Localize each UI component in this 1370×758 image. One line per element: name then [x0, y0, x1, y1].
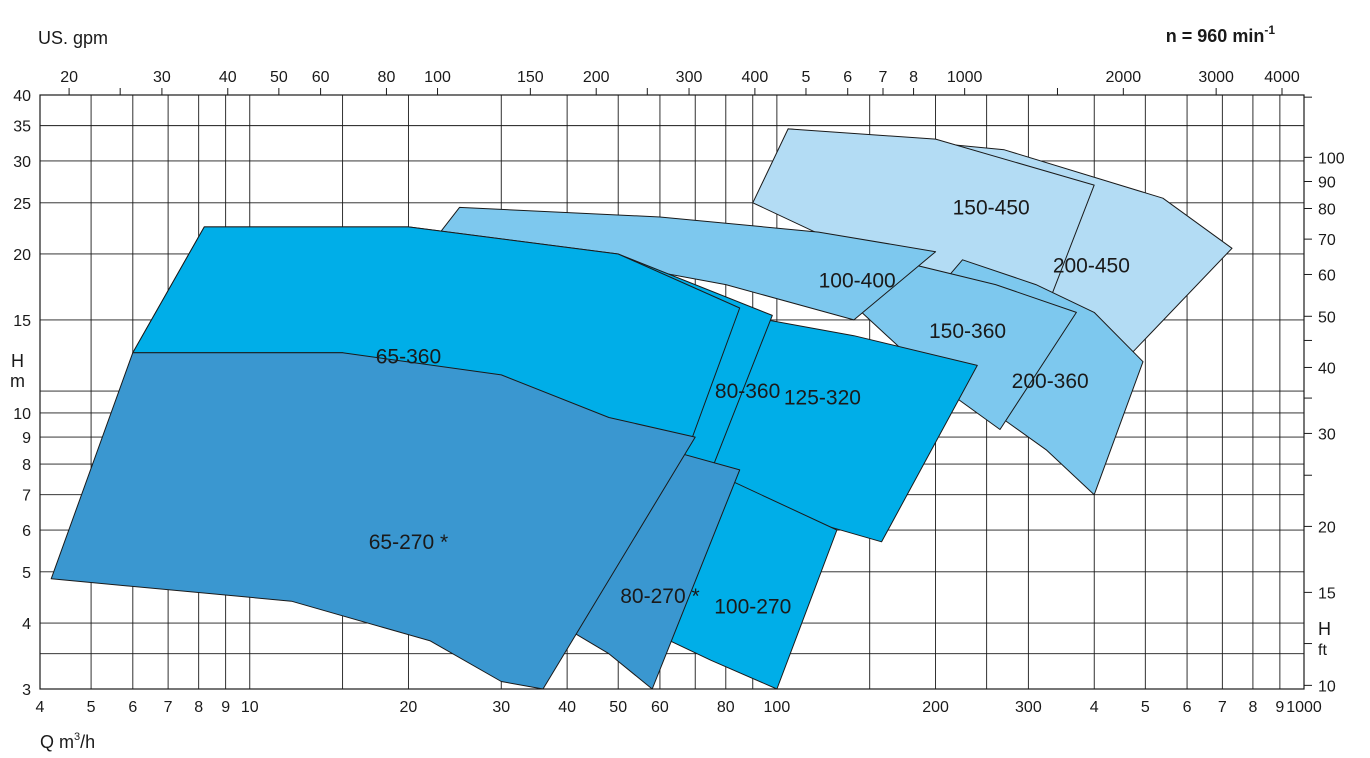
x-tick-label: 300 [1015, 699, 1042, 716]
x-tick-label: 40 [558, 699, 576, 716]
y-axis-label-left-m: m [10, 371, 25, 391]
gpm-tick-label: 4000 [1264, 69, 1300, 86]
x-tick-label: 60 [651, 699, 669, 716]
x-tick-label: 9 [1275, 699, 1284, 716]
x-axis-label-text: Q m [40, 732, 74, 752]
y-tick-label: 15 [13, 313, 31, 330]
axes: 4 5 6 7 8 9 10 20 30 40 50 60 80 100 200 300 4 5 6 7 8 9 10003… [13, 69, 1345, 716]
curve-label-200-450: 200-450 [1053, 255, 1130, 278]
speed-label-superscript: -1 [1264, 23, 1275, 37]
gpm-tick-label: 100 [424, 69, 451, 86]
y-tick-label: 40 [13, 88, 31, 105]
curve-label-200-360: 200-360 [1012, 370, 1089, 393]
y-tick-label: 10 [13, 406, 31, 423]
curve-label-150-450: 150-450 [953, 196, 1030, 219]
y-tick-label: 35 [13, 119, 31, 136]
x-tick-label: 200 [922, 699, 949, 716]
gpm-tick-label: 80 [378, 69, 396, 86]
x-tick-label: 50 [609, 699, 627, 716]
plot-frame [39, 94, 1305, 690]
speed-label: n = 960 min-1 [1166, 23, 1276, 46]
gpm-tick-label: 5 [802, 69, 811, 86]
gpm-tick-label: 40 [219, 69, 237, 86]
curve-label-80-270: 80-270 * [620, 585, 699, 608]
speed-label-text: n = 960 min [1166, 26, 1265, 46]
y-tick-label: 4 [22, 616, 31, 633]
x-tick-label: 6 [1183, 699, 1192, 716]
ft-tick-label: 10 [1318, 678, 1336, 695]
gpm-tick-label: 1000 [947, 69, 983, 86]
x-tick-label: 6 [128, 699, 137, 716]
x-tick-label: 4 [1090, 699, 1099, 716]
x-tick-label: 5 [87, 699, 96, 716]
curve-label-150-360: 150-360 [929, 320, 1006, 343]
y-tick-label: 25 [13, 196, 31, 213]
x-tick-label: 9 [221, 699, 230, 716]
x-tick-label: 7 [164, 699, 173, 716]
gpm-tick-label: 6 [843, 69, 852, 86]
x-tick-label: 7 [1218, 699, 1227, 716]
y-tick-label: 9 [22, 430, 31, 447]
curve-label-100-270: 100-270 [714, 595, 791, 618]
gpm-tick-label: 60 [312, 69, 330, 86]
plot-border [39, 94, 1305, 690]
curve-label-65-360: 65-360 [376, 345, 441, 368]
y-tick-label: 3 [22, 682, 31, 699]
y-tick-label: 30 [13, 154, 31, 171]
x-tick-label: 8 [194, 699, 203, 716]
ft-tick-label: 80 [1318, 202, 1336, 219]
y-tick-label: 5 [22, 565, 31, 582]
x-tick-label: 5 [1141, 699, 1150, 716]
x-axis-label: Q m3/h [40, 731, 95, 752]
y-axis-label-right-ft: ft [1318, 642, 1327, 659]
x-tick-label: 20 [400, 699, 418, 716]
gpm-tick-label: 200 [583, 69, 610, 86]
gpm-tick-label: 3000 [1198, 69, 1234, 86]
gpm-tick-label: 50 [270, 69, 288, 86]
curve-label-80-360: 80-360 [715, 380, 780, 403]
ft-tick-label: 60 [1318, 267, 1336, 284]
x-tick-label: 8 [1248, 699, 1257, 716]
x-tick-label: 100 [764, 699, 791, 716]
x-tick-label: 30 [492, 699, 510, 716]
gpm-tick-label: 150 [517, 69, 544, 86]
y-axis-label-right-h: H [1318, 619, 1331, 639]
y-tick-label: 20 [13, 247, 31, 264]
gpm-tick-label: 30 [153, 69, 171, 86]
pump-curves: 200-450 150-450 200-360 150-360 100-400 125-3… [50, 128, 1233, 690]
y-tick-label: 8 [22, 457, 31, 474]
ft-tick-label: 40 [1318, 360, 1336, 377]
gpm-tick-label: 300 [676, 69, 703, 86]
y-tick-label: 7 [22, 488, 31, 505]
gpm-tick-label: 7 [879, 69, 888, 86]
ft-tick-label: 70 [1318, 232, 1336, 249]
curve-label-100-400: 100-400 [819, 270, 896, 293]
ft-tick-label: 20 [1318, 519, 1336, 536]
gpm-tick-label: 2000 [1106, 69, 1142, 86]
gpm-tick-label: 400 [742, 69, 769, 86]
x-tick-label: 80 [717, 699, 735, 716]
x-axis-label-superscript: 3 [74, 731, 80, 743]
ft-tick-label: 90 [1318, 174, 1336, 191]
gpm-tick-label: 20 [60, 69, 78, 86]
top-axis-label: US. gpm [38, 28, 108, 48]
x-tick-label: 4 [36, 699, 45, 716]
curve-label-65-270: 65-270 * [369, 531, 448, 554]
gpm-tick-label: 8 [909, 69, 918, 86]
ft-tick-label: 15 [1318, 585, 1336, 602]
ft-tick-label: 100 [1318, 150, 1345, 167]
x-axis-label-tail: /h [80, 732, 95, 752]
ft-tick-label: 30 [1318, 426, 1336, 443]
x-tick-label: 10 [241, 699, 259, 716]
y-tick-label: 6 [22, 523, 31, 540]
ft-tick-label: 50 [1318, 309, 1336, 326]
curve-label-125-320: 125-320 [784, 386, 861, 409]
x-tick-label: 1000 [1286, 699, 1322, 716]
y-axis-label-left-h: H [11, 351, 24, 371]
